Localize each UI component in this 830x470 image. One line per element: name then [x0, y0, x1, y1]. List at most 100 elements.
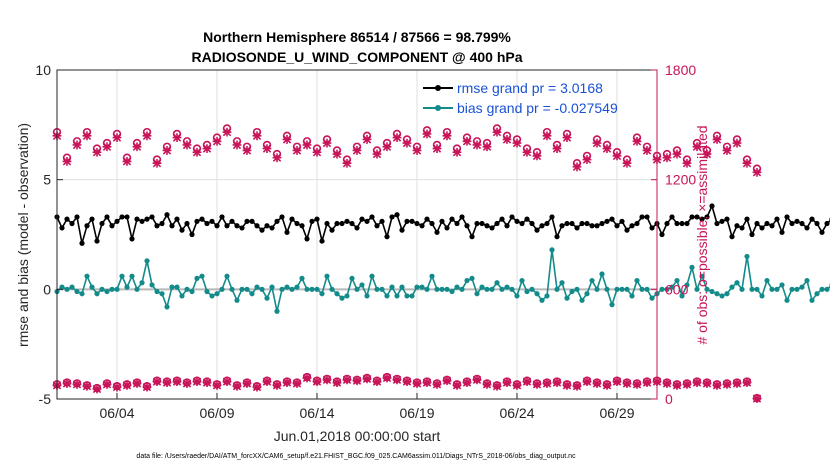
bias-point	[809, 297, 815, 303]
rmse-point	[479, 220, 485, 227]
rmse-point	[404, 218, 410, 224]
obs-assimilated-point	[202, 144, 212, 153]
rmse-point	[84, 223, 90, 229]
rmse-point	[89, 216, 95, 222]
rmse-point	[189, 231, 195, 238]
bias-point	[664, 286, 670, 292]
bias-point	[254, 284, 260, 290]
rmse-point	[764, 220, 770, 227]
rmse-point	[749, 231, 755, 238]
bias-point	[509, 286, 515, 292]
bias-point	[494, 280, 500, 286]
rmse-point	[59, 225, 65, 231]
bias-point	[694, 286, 700, 292]
obs-assimilated-point	[92, 147, 102, 157]
obs-assimilated-point	[342, 375, 352, 385]
rmse-point	[174, 216, 180, 222]
rmse-point	[679, 220, 685, 227]
bias-point	[259, 286, 265, 292]
bias-point	[484, 286, 490, 292]
obs-assimilated-point	[682, 379, 692, 389]
obs-assimilated-point	[102, 379, 112, 389]
obs-assimilated-point	[562, 380, 572, 390]
obs-assimilated-point	[432, 144, 442, 153]
rmse-point	[729, 234, 735, 240]
bias-point	[474, 291, 480, 297]
obs-assimilated-point	[722, 146, 732, 155]
rmse-point	[249, 218, 255, 224]
bias-point	[759, 293, 765, 299]
bias-point	[169, 284, 175, 290]
obs-assimilated-point	[682, 158, 692, 168]
bias-point	[374, 286, 380, 292]
rmse-point	[624, 227, 630, 233]
rmse-point	[789, 220, 795, 227]
bias-point	[204, 288, 210, 295]
rmse-point	[304, 236, 310, 242]
rmse-point	[619, 218, 625, 224]
legend-rmse-label: rmse grand pr = 3.0168	[457, 80, 603, 96]
rmse-point	[234, 223, 240, 229]
obs-assimilated-point	[262, 144, 272, 153]
rmse-point	[364, 218, 370, 224]
obs-assimilated-point	[612, 151, 622, 161]
obs-assimilated-point	[492, 381, 502, 391]
bias-point	[449, 288, 455, 295]
bias-point	[609, 302, 615, 308]
rmse-point	[229, 218, 235, 224]
obs-assimilated-point	[512, 138, 522, 148]
rmse-point	[569, 220, 575, 227]
bias-point	[314, 286, 320, 292]
x-tick-label: 06/14	[299, 405, 334, 421]
obs-assimilated-point	[452, 147, 462, 157]
rmse-point	[94, 238, 100, 244]
y-tick-label-left: 10	[35, 62, 51, 78]
rmse-point	[369, 214, 375, 220]
bias-point	[179, 293, 185, 299]
rmse-point	[794, 218, 800, 224]
obs-assimilated-point	[742, 158, 752, 168]
bias-point	[109, 286, 115, 292]
obs-assimilated-point	[642, 146, 652, 155]
obs-assimilated-point	[662, 379, 672, 388]
bias-point	[589, 277, 595, 284]
obs-assimilated-point	[632, 379, 642, 389]
bias-point	[194, 275, 200, 281]
rmse-point	[494, 220, 500, 227]
rmse-point	[559, 223, 565, 229]
obs-assimilated-point	[602, 144, 612, 153]
x-axis-label: Jun.01,2018 00:00:00 start	[274, 428, 441, 444]
rmse-point	[714, 220, 720, 227]
rmse-point	[154, 223, 160, 229]
bias-point	[789, 286, 795, 292]
y-axis-label-right: # of obs: o=possible; ×=assimilated	[694, 125, 710, 344]
obs-assimilated-point	[132, 142, 142, 152]
obs-assimilated-point	[202, 378, 212, 387]
bias-point	[189, 288, 195, 295]
x-tick-label: 06/19	[399, 405, 434, 421]
obs-assimilated-point	[112, 133, 122, 143]
obs-assimilated-point	[372, 149, 382, 159]
obs-assimilated-point	[672, 380, 682, 390]
bias-point	[139, 280, 145, 286]
rmse-point	[414, 220, 420, 227]
bias-point	[624, 286, 630, 292]
obs-assimilated-point	[502, 378, 512, 387]
bias-point	[704, 286, 710, 292]
rmse-point	[79, 240, 85, 246]
obs-assimilated-point	[452, 380, 462, 390]
obs-assimilated-point	[432, 379, 442, 389]
obs-assimilated-point	[592, 138, 602, 148]
bias-point	[649, 295, 655, 301]
bias-point	[174, 284, 180, 290]
bias-point	[394, 293, 400, 299]
series-layer	[54, 203, 830, 314]
y-tick-label-left: -5	[39, 391, 52, 407]
rmse-point	[629, 223, 635, 229]
obs-assimilated-point	[752, 394, 762, 404]
obs-assimilated-point	[172, 377, 182, 387]
bias-point	[824, 286, 830, 292]
bias-point	[79, 291, 85, 297]
obs-count-layer	[52, 124, 762, 404]
